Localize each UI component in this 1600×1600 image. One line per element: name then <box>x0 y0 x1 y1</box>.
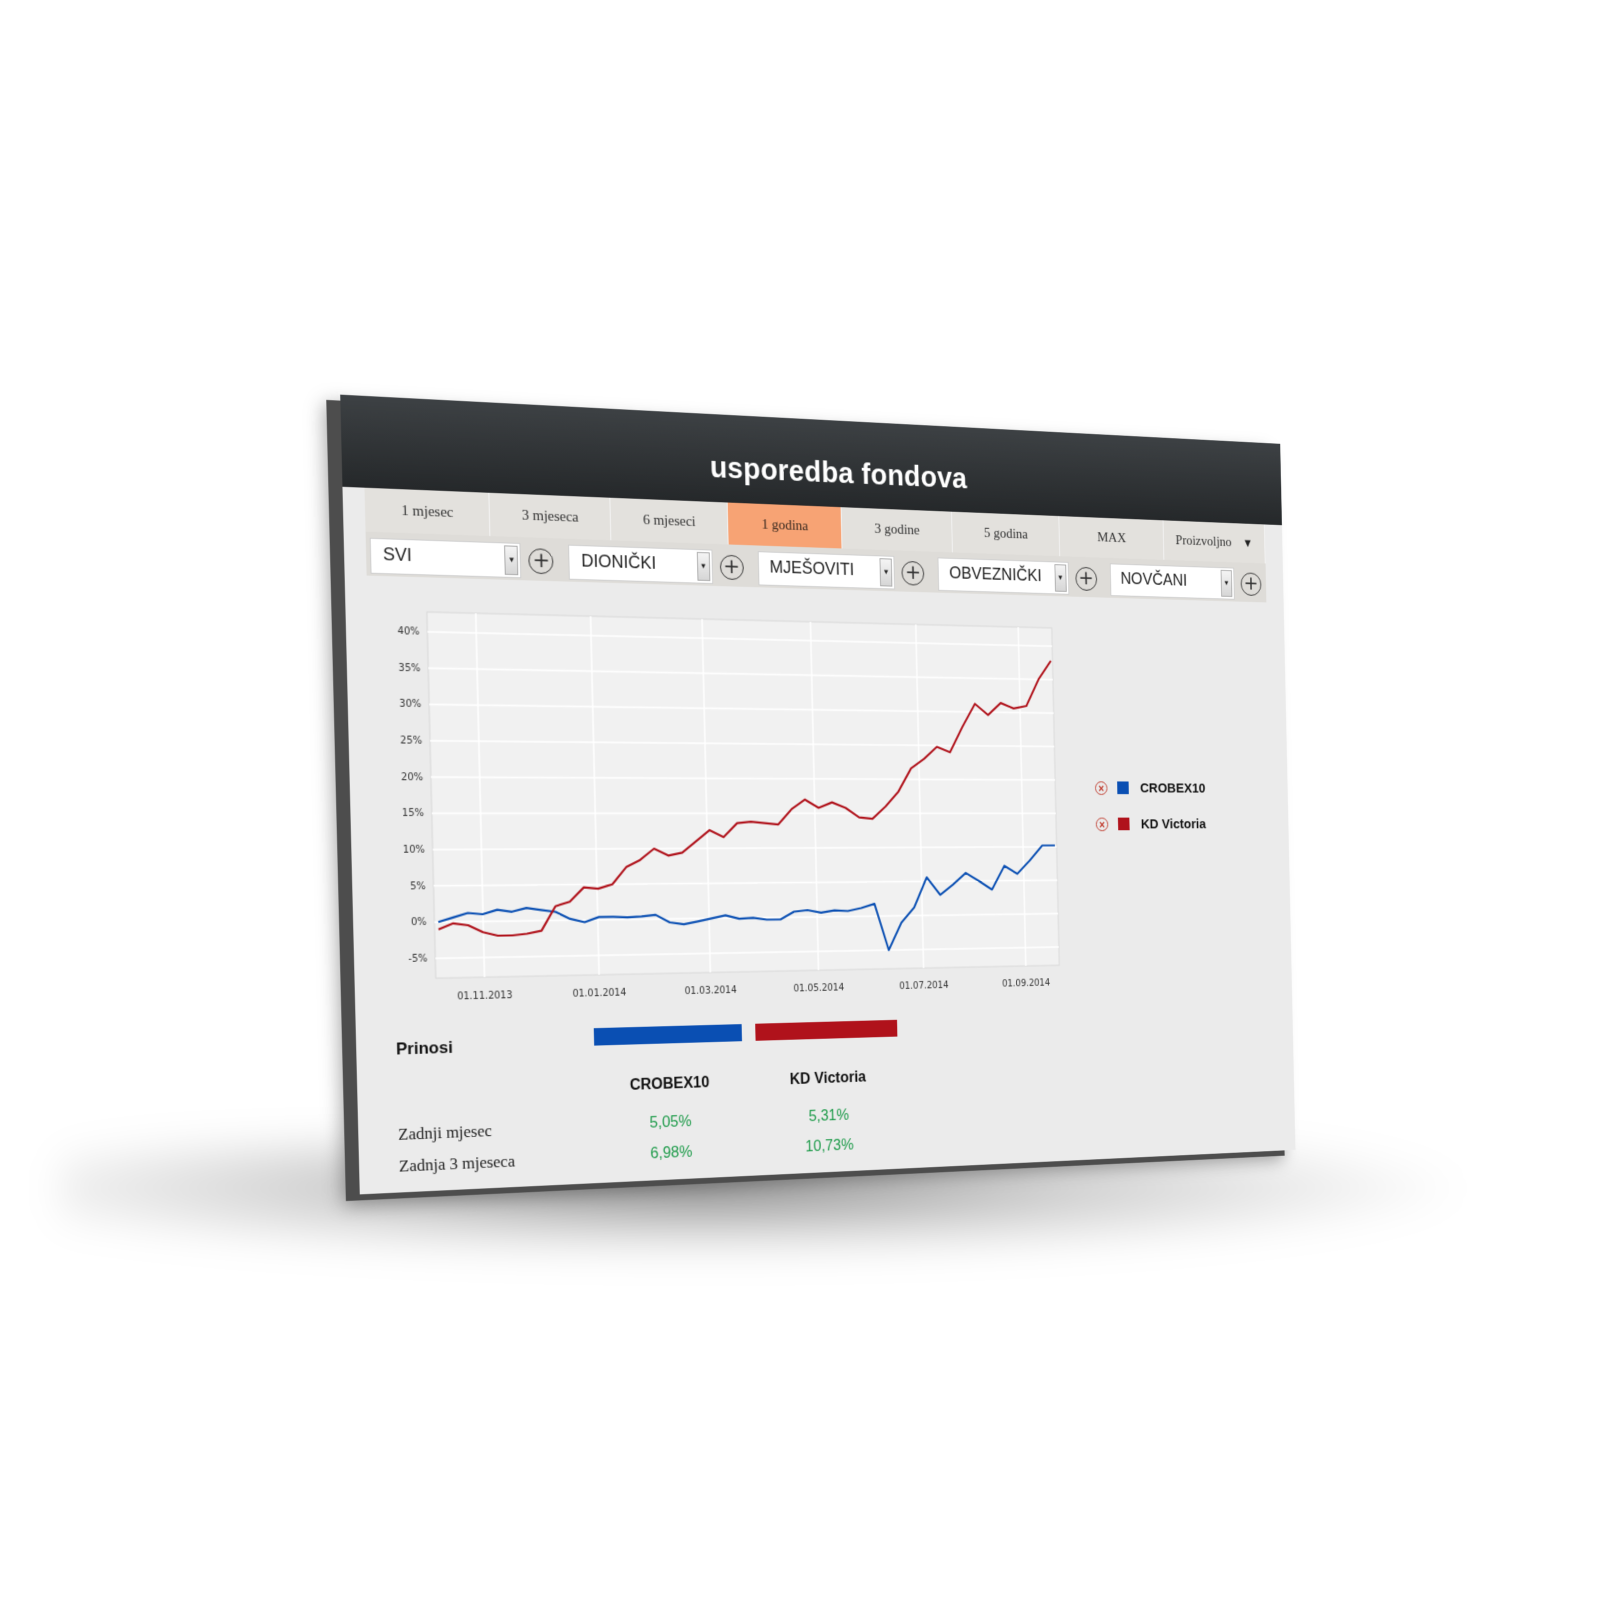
returns-value-crobex10: 5,05% <box>596 1111 744 1134</box>
y-tick-label: 20% <box>401 772 423 783</box>
add-circle-icon[interactable]: + <box>529 548 554 574</box>
x-tick-label: 01.05.2014 <box>793 983 844 995</box>
filter-group: DIONIČKI ▼ + <box>565 539 750 587</box>
filter-group: MJEŠOVITI ▼ + <box>754 545 930 592</box>
add-circle-icon[interactable]: + <box>1075 567 1097 591</box>
comparison-panel: usporedba fondova 1 mjesec 3 mjeseca 6 m… <box>340 395 1295 1195</box>
x-tick-label: 01.11.2013 <box>457 990 513 1002</box>
kd-victoria-color-bar <box>755 1020 897 1041</box>
tab-5-years[interactable]: 5 godina <box>952 512 1060 556</box>
fund-select-mjesoviti[interactable]: MJEŠOVITI ▼ <box>758 551 896 589</box>
column-header-crobex10: CROBEX10 <box>595 1074 743 1096</box>
remove-icon[interactable]: × <box>1096 817 1109 831</box>
add-circle-icon[interactable]: + <box>720 555 744 581</box>
add-circle-icon[interactable]: + <box>1241 572 1262 596</box>
tab-custom-label: Proizvoljno <box>1175 533 1231 549</box>
add-circle-icon[interactable]: + <box>902 561 925 586</box>
tab-custom[interactable]: Proizvoljno ▼ <box>1163 520 1265 563</box>
fund-select-svi[interactable]: SVI ▼ <box>370 538 522 578</box>
caret-down-icon: ▼ <box>1243 536 1253 550</box>
legend-label: CROBEX10 <box>1140 780 1206 795</box>
y-tick-label: 30% <box>399 699 421 711</box>
dropdown-arrow-icon[interactable]: ▼ <box>504 545 518 575</box>
tab-3-months[interactable]: 3 mjeseca <box>489 493 611 541</box>
filter-group: SVI ▼ + <box>366 532 560 582</box>
tab-3-years[interactable]: 3 godine <box>841 507 952 552</box>
fund-select-value: SVI <box>383 544 412 565</box>
x-tick-label: 01.01.2014 <box>572 988 626 1000</box>
dropdown-arrow-icon[interactable]: ▼ <box>697 552 710 581</box>
returns-section: Prinosi CROBEX10 KD Victoria Zadnji mjes… <box>396 1017 983 1033</box>
filter-group: NOVČANI ▼ + <box>1106 558 1266 603</box>
tab-6-months[interactable]: 6 mjeseci <box>610 498 728 545</box>
fund-select-value: DIONIČKI <box>581 551 656 573</box>
filter-group: OBVEZNIČKI ▼ + <box>934 552 1102 598</box>
x-tick-label: 01.03.2014 <box>684 985 737 997</box>
legend-swatch <box>1117 781 1129 794</box>
returns-row-label: Zadnji mjesec <box>398 1121 492 1145</box>
chart-legend: × CROBEX10 × KD Victoria <box>1095 770 1207 843</box>
y-tick-label: 35% <box>398 662 420 674</box>
x-tick-label: 01.07.2014 <box>899 980 949 992</box>
legend-swatch <box>1118 818 1130 831</box>
fund-select-novcani[interactable]: NOVČANI ▼ <box>1110 563 1235 599</box>
returns-row-label: Zadnja 3 mjeseca <box>399 1152 516 1177</box>
y-tick-label: 10% <box>403 844 425 855</box>
y-tick-label: 5% <box>410 881 426 892</box>
dropdown-arrow-icon[interactable]: ▼ <box>1054 564 1066 592</box>
fund-select-obveznicki[interactable]: OBVEZNIČKI ▼ <box>938 557 1069 594</box>
dropdown-arrow-icon[interactable]: ▼ <box>1221 570 1233 597</box>
crobex10-color-bar <box>594 1024 742 1046</box>
fund-select-value: OBVEZNIČKI <box>949 563 1042 584</box>
performance-chart: 40% 35% 30% 25% 20% 15% 10% 5% 0% -5% 01.11.2013 01… <box>375 601 1075 1019</box>
y-tick-label: 0% <box>411 917 427 928</box>
remove-icon[interactable]: × <box>1095 781 1108 795</box>
y-tick-label: 15% <box>402 808 424 819</box>
y-tick-label: 40% <box>397 626 419 638</box>
returns-title: Prinosi <box>396 1038 453 1059</box>
tab-1-year[interactable]: 1 godina <box>728 503 843 549</box>
tab-1-month[interactable]: 1 mjesec <box>364 488 490 536</box>
column-header-kd-victoria: KD Victoria <box>756 1068 898 1090</box>
y-tick-label: 25% <box>400 735 422 746</box>
legend-label: KD Victoria <box>1141 816 1206 831</box>
dropdown-arrow-icon[interactable]: ▼ <box>880 558 893 586</box>
x-tick-label: 01.09.2014 <box>1002 978 1050 989</box>
tab-max[interactable]: MAX <box>1059 516 1164 560</box>
returns-value-kd-victoria: 5,31% <box>757 1105 899 1128</box>
legend-item-crobex10: × CROBEX10 <box>1095 770 1206 806</box>
y-tick-label: -5% <box>408 953 427 965</box>
fund-select-value: MJEŠOVITI <box>769 557 854 579</box>
plot-area <box>427 612 1059 978</box>
legend-item-kd-victoria: × KD Victoria <box>1095 806 1206 842</box>
fund-select-dionicki[interactable]: DIONIČKI ▼ <box>568 545 713 584</box>
fund-select-value: NOVČANI <box>1120 569 1187 589</box>
